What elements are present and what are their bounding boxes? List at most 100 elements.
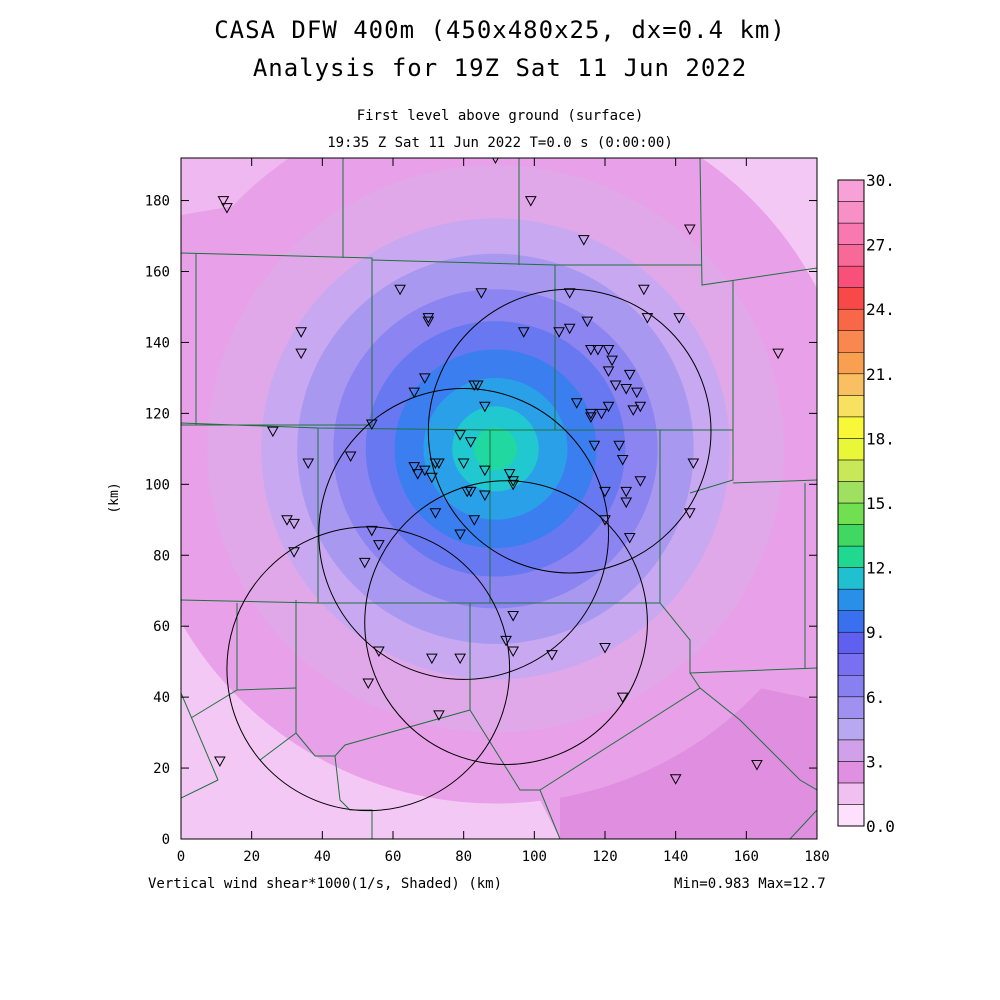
colorbar-swatch	[837, 588, 865, 611]
station-marker	[638, 284, 650, 296]
station-marker	[620, 497, 633, 509]
county-boundaries	[181, 158, 817, 839]
title-line-1: CASA DFW 400m (450x480x25, dx=0.4 km)	[214, 16, 786, 44]
station-marker	[616, 454, 629, 466]
station-marker	[641, 313, 654, 324]
station-marker	[507, 611, 519, 622]
x-tick-label: 140	[663, 849, 688, 865]
shear-contour-fill	[181, 158, 817, 804]
station-marker	[627, 405, 640, 416]
y-tick-label: 0	[162, 832, 170, 848]
x-tick-label: 100	[522, 849, 547, 865]
station-marker	[634, 476, 647, 487]
radar-ring-1	[318, 388, 610, 680]
station-marker	[616, 692, 629, 704]
station-marker	[365, 525, 378, 537]
station-markers	[214, 158, 784, 785]
x-tick-label: 40	[314, 849, 331, 865]
station-marker	[362, 678, 375, 689]
station-marker	[411, 469, 424, 480]
station-marker	[394, 284, 406, 296]
colorbar-label: 30.	[866, 171, 895, 190]
station-marker	[620, 486, 633, 498]
station-marker	[599, 515, 611, 526]
station-marker	[507, 476, 519, 487]
station-marker	[288, 518, 300, 530]
colorbar-swatch	[837, 308, 865, 331]
subtitle-line-2: 19:35 Z Sat 11 Jun 2022 T=0.0 s (0:00:00…	[327, 135, 673, 151]
station-marker	[454, 653, 466, 665]
station-marker	[426, 653, 438, 665]
colorbar-frame	[837, 179, 865, 827]
station-marker	[221, 203, 233, 214]
colorbar-swatch	[837, 675, 865, 698]
station-marker	[503, 469, 516, 480]
radar-ring-2	[364, 480, 648, 766]
station-marker	[623, 369, 636, 381]
colorbar-swatch	[837, 610, 865, 633]
station-marker	[267, 426, 279, 438]
station-marker	[464, 486, 477, 498]
x-tick-label: 120	[592, 849, 617, 865]
colorbar-swatch	[837, 222, 865, 245]
x-tick-label: 60	[385, 849, 402, 865]
colorbar-label: 24.	[866, 300, 895, 319]
station-marker	[429, 458, 442, 470]
colorbar-swatch	[837, 438, 865, 461]
colorbar-label: 0.0	[866, 817, 895, 836]
station-marker	[454, 529, 466, 540]
subtitle-line-1: First level above ground (surface)	[356, 108, 644, 124]
colorbar-label: 9.	[866, 623, 885, 642]
shear-level-9	[473, 427, 518, 471]
colorbar-swatch	[837, 567, 865, 590]
station-marker	[687, 458, 700, 470]
colorbar-swatch	[837, 804, 865, 827]
x-tick-label: 0	[177, 849, 185, 865]
colorbar-swatch	[837, 502, 865, 525]
colorbar-swatch	[837, 653, 865, 676]
x-axis-label: (km)	[468, 876, 503, 892]
station-marker	[468, 515, 481, 526]
y-axis-label: (km)	[107, 482, 122, 513]
station-marker	[500, 635, 512, 647]
station-marker	[683, 224, 696, 235]
colorbar-swatch	[837, 739, 865, 762]
station-marker	[507, 479, 519, 491]
station-marker	[563, 323, 576, 335]
colorbar-swatch	[837, 631, 865, 654]
station-marker	[457, 458, 470, 470]
colorbar-swatch	[837, 352, 865, 375]
station-marker	[429, 508, 442, 519]
station-marker	[344, 451, 357, 462]
y-tick-label: 100	[145, 477, 170, 493]
station-marker	[373, 540, 385, 551]
station-marker	[365, 419, 378, 431]
colorbar-swatch	[837, 545, 865, 568]
station-marker	[408, 387, 421, 399]
min-max-readout: Min=0.983 Max=12.7	[674, 876, 826, 892]
colorbar-swatch	[837, 718, 865, 741]
colorbar-swatch	[837, 244, 865, 267]
colorbar-swatch	[837, 782, 865, 805]
station-marker	[288, 547, 300, 558]
station-marker	[475, 288, 488, 299]
station-marker	[609, 380, 622, 392]
station-marker	[507, 646, 519, 658]
station-marker	[373, 646, 385, 658]
colorbar-swatch	[837, 330, 865, 353]
y-tick-label: 40	[153, 690, 170, 706]
station-marker	[585, 408, 597, 420]
station-marker	[602, 345, 615, 356]
station-marker	[683, 508, 696, 519]
station-marker	[422, 313, 435, 324]
colorbar-swatch	[837, 373, 865, 396]
station-marker	[433, 710, 445, 721]
y-tick-label: 60	[153, 619, 170, 635]
colorbar-swatch	[837, 481, 865, 504]
colorbar-swatch	[837, 761, 865, 784]
colorbar-swatch	[837, 459, 865, 482]
colorbar-swatch	[837, 179, 865, 202]
field-description: Vertical wind shear*1000(1/s, Shaded) (k…	[148, 876, 502, 892]
station-marker	[464, 437, 477, 448]
colorbar-swatch	[837, 524, 865, 547]
